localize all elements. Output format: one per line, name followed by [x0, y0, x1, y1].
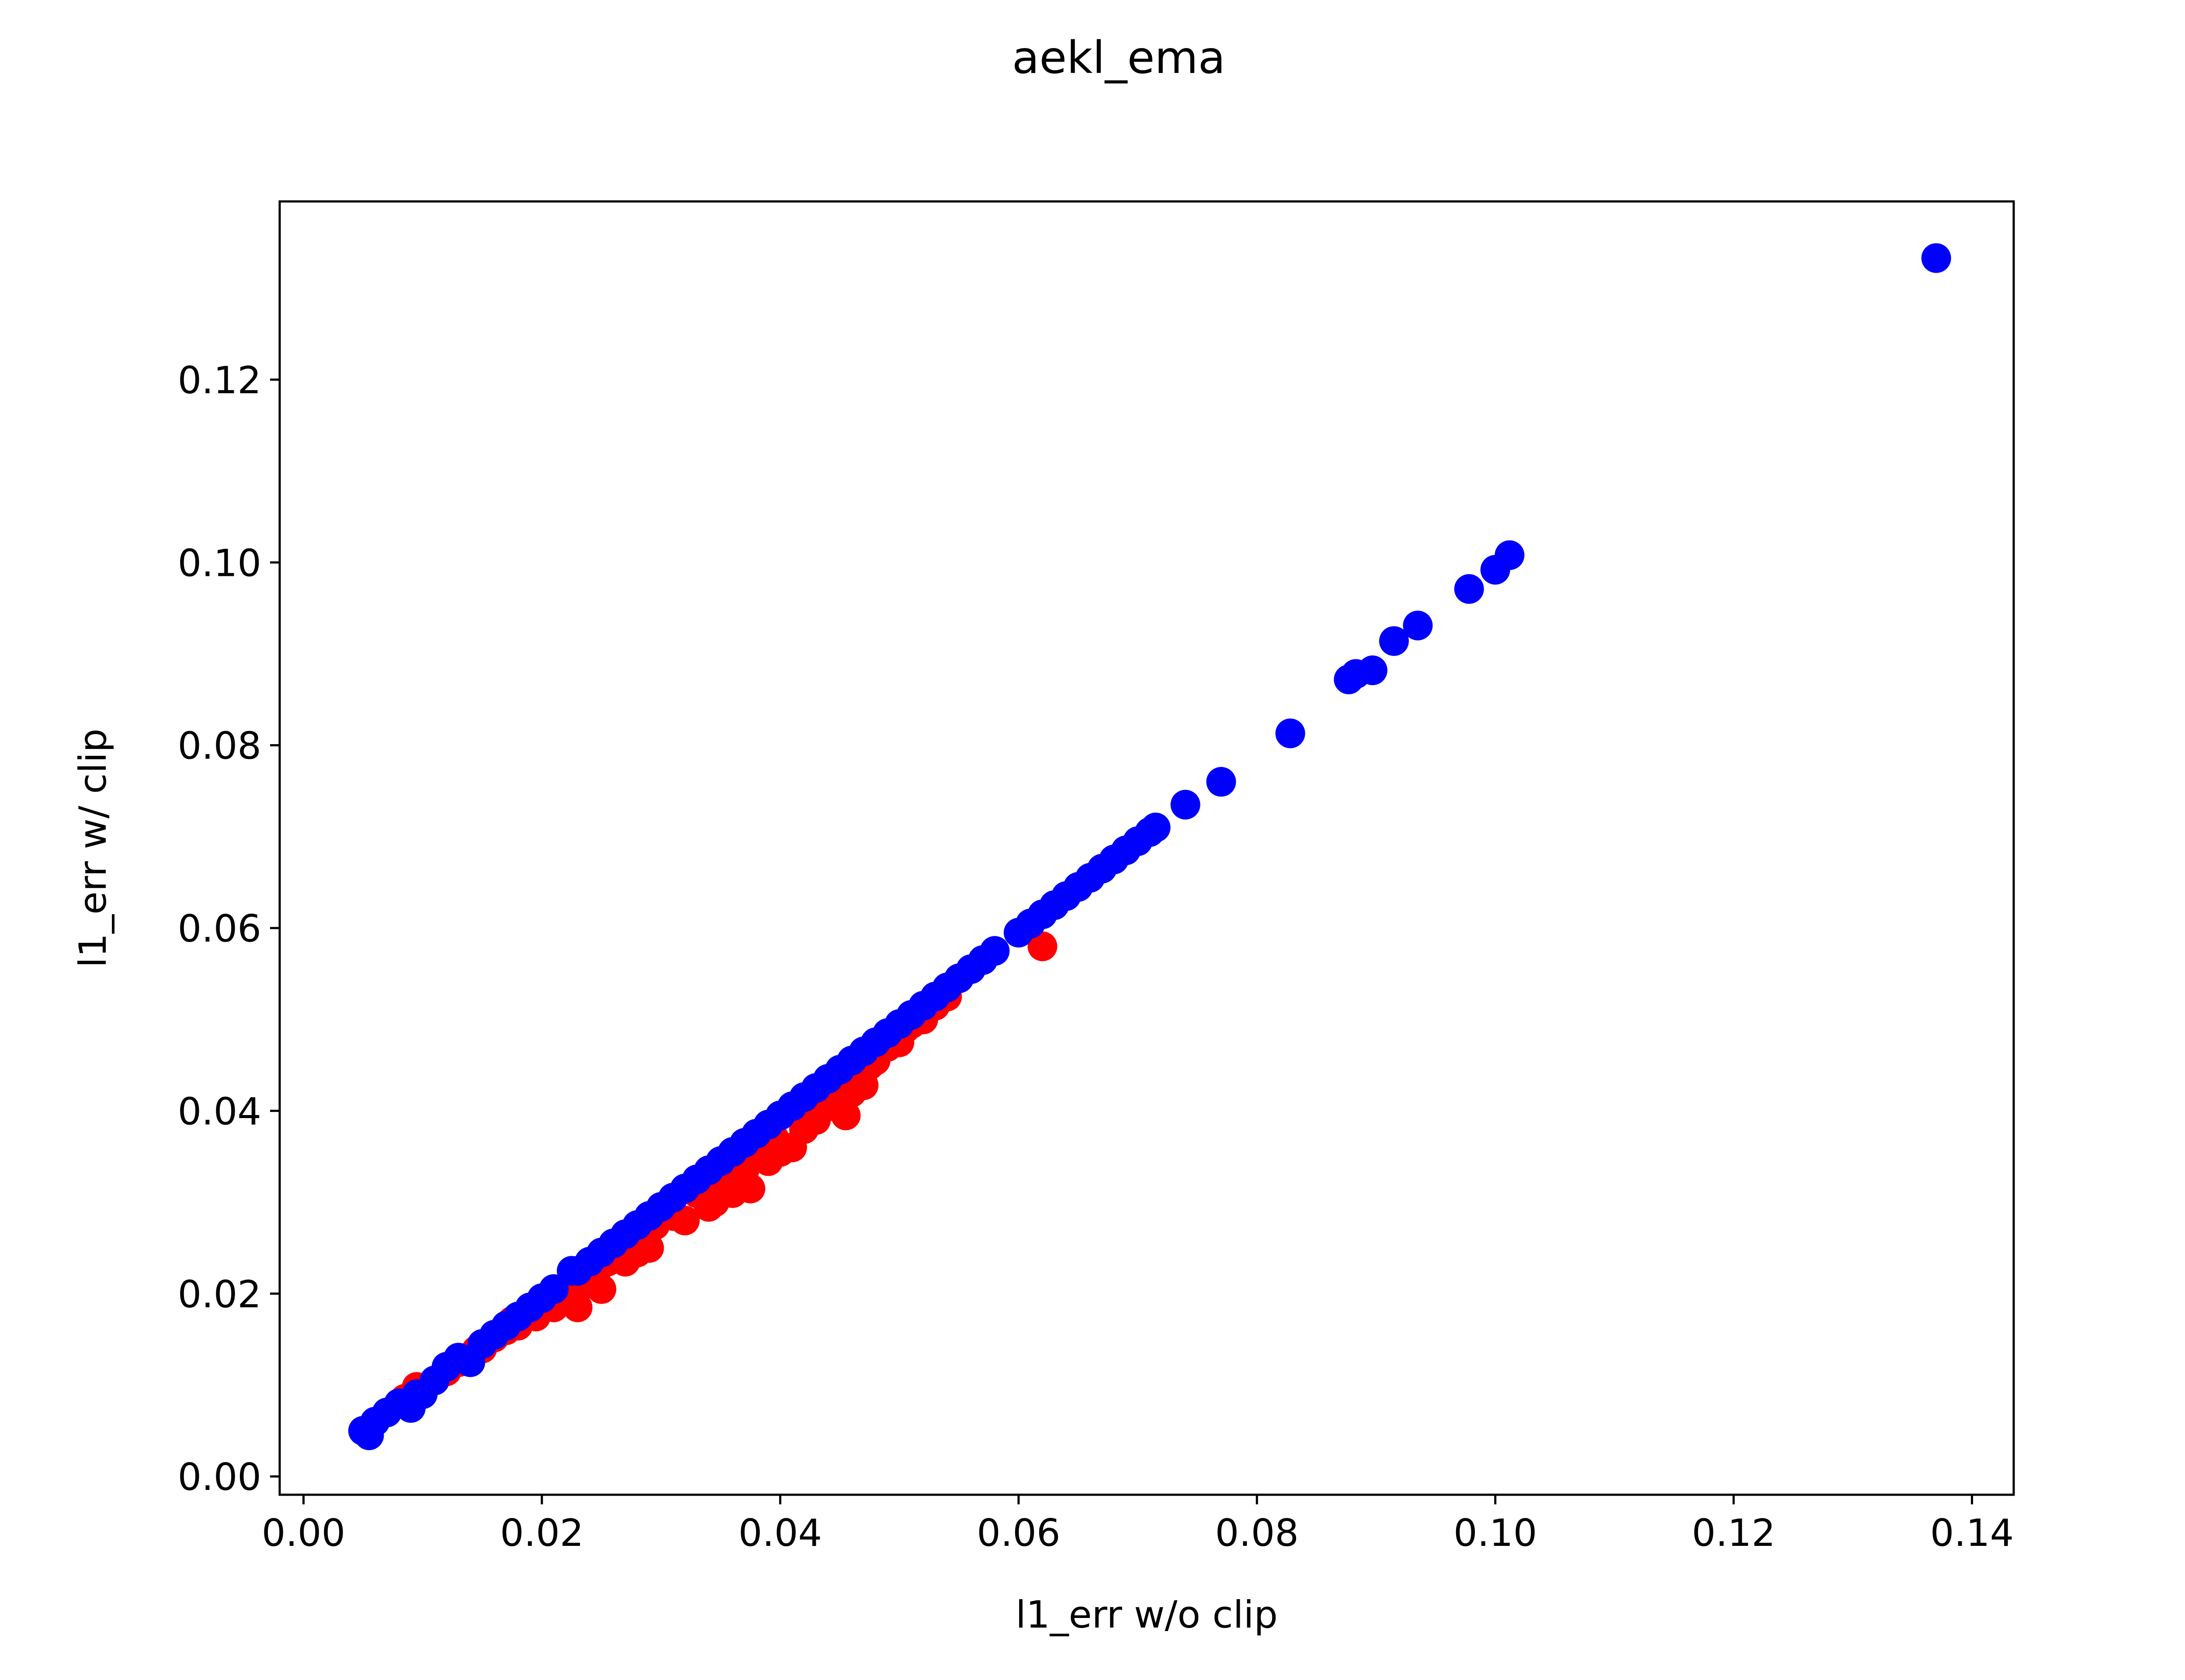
y-tick-label: 0.04: [178, 1090, 261, 1133]
y-tick-label: 0.06: [178, 907, 261, 951]
scatter-point: [1403, 610, 1433, 641]
scatter-point: [1027, 931, 1058, 961]
x-tick-label: 0.10: [1453, 1511, 1537, 1555]
x-tick-label: 0.14: [1930, 1511, 2014, 1555]
scatter-point: [1379, 626, 1409, 656]
scatter-point: [735, 1174, 766, 1204]
y-tick-label: 0.12: [178, 359, 261, 402]
scatter-point: [1495, 540, 1525, 570]
scatter-point: [670, 1205, 700, 1236]
scatter-point: [586, 1274, 617, 1304]
x-axis-label: l1_err w/o clip: [1016, 1593, 1278, 1637]
scatter-point: [1141, 812, 1171, 842]
scatter-point: [1206, 767, 1236, 797]
scatter-point: [562, 1292, 593, 1323]
x-tick-label: 0.08: [1215, 1511, 1299, 1555]
chart-title: aekl_ema: [1012, 32, 1225, 84]
y-axis-label: l1_err w/ clip: [71, 728, 115, 967]
scatter-point: [831, 1100, 861, 1130]
y-tick-label: 0.00: [178, 1455, 261, 1499]
scatter-point: [1357, 655, 1387, 686]
x-tick-label: 0.12: [1692, 1511, 1775, 1555]
axes-frame: [278, 200, 2015, 1496]
y-tick-label: 0.08: [178, 724, 261, 768]
x-tick-label: 0.04: [739, 1511, 822, 1555]
scatter-point: [539, 1274, 569, 1304]
scatter-point: [1454, 574, 1484, 604]
y-tick-label: 0.10: [178, 541, 261, 585]
y-axis-ticks: 0.00 0.02 0.04 0.06 0.08 0.10 0.12: [178, 359, 280, 1499]
x-tick-label: 0.00: [262, 1511, 345, 1555]
scatter-point: [1170, 790, 1200, 820]
y-tick-label: 0.02: [178, 1273, 261, 1316]
x-tick-label: 0.06: [977, 1511, 1060, 1555]
points-layer: [348, 243, 1951, 1450]
x-tick-label: 0.02: [500, 1511, 583, 1555]
scatter-point: [1921, 243, 1951, 273]
scatter-point: [1275, 718, 1305, 748]
x-axis-ticks: 0.00 0.02 0.04 0.06 0.08 0.10 0.12 0.14: [262, 1495, 2014, 1555]
scatter-point: [980, 936, 1010, 966]
scatter-point: [634, 1233, 664, 1263]
